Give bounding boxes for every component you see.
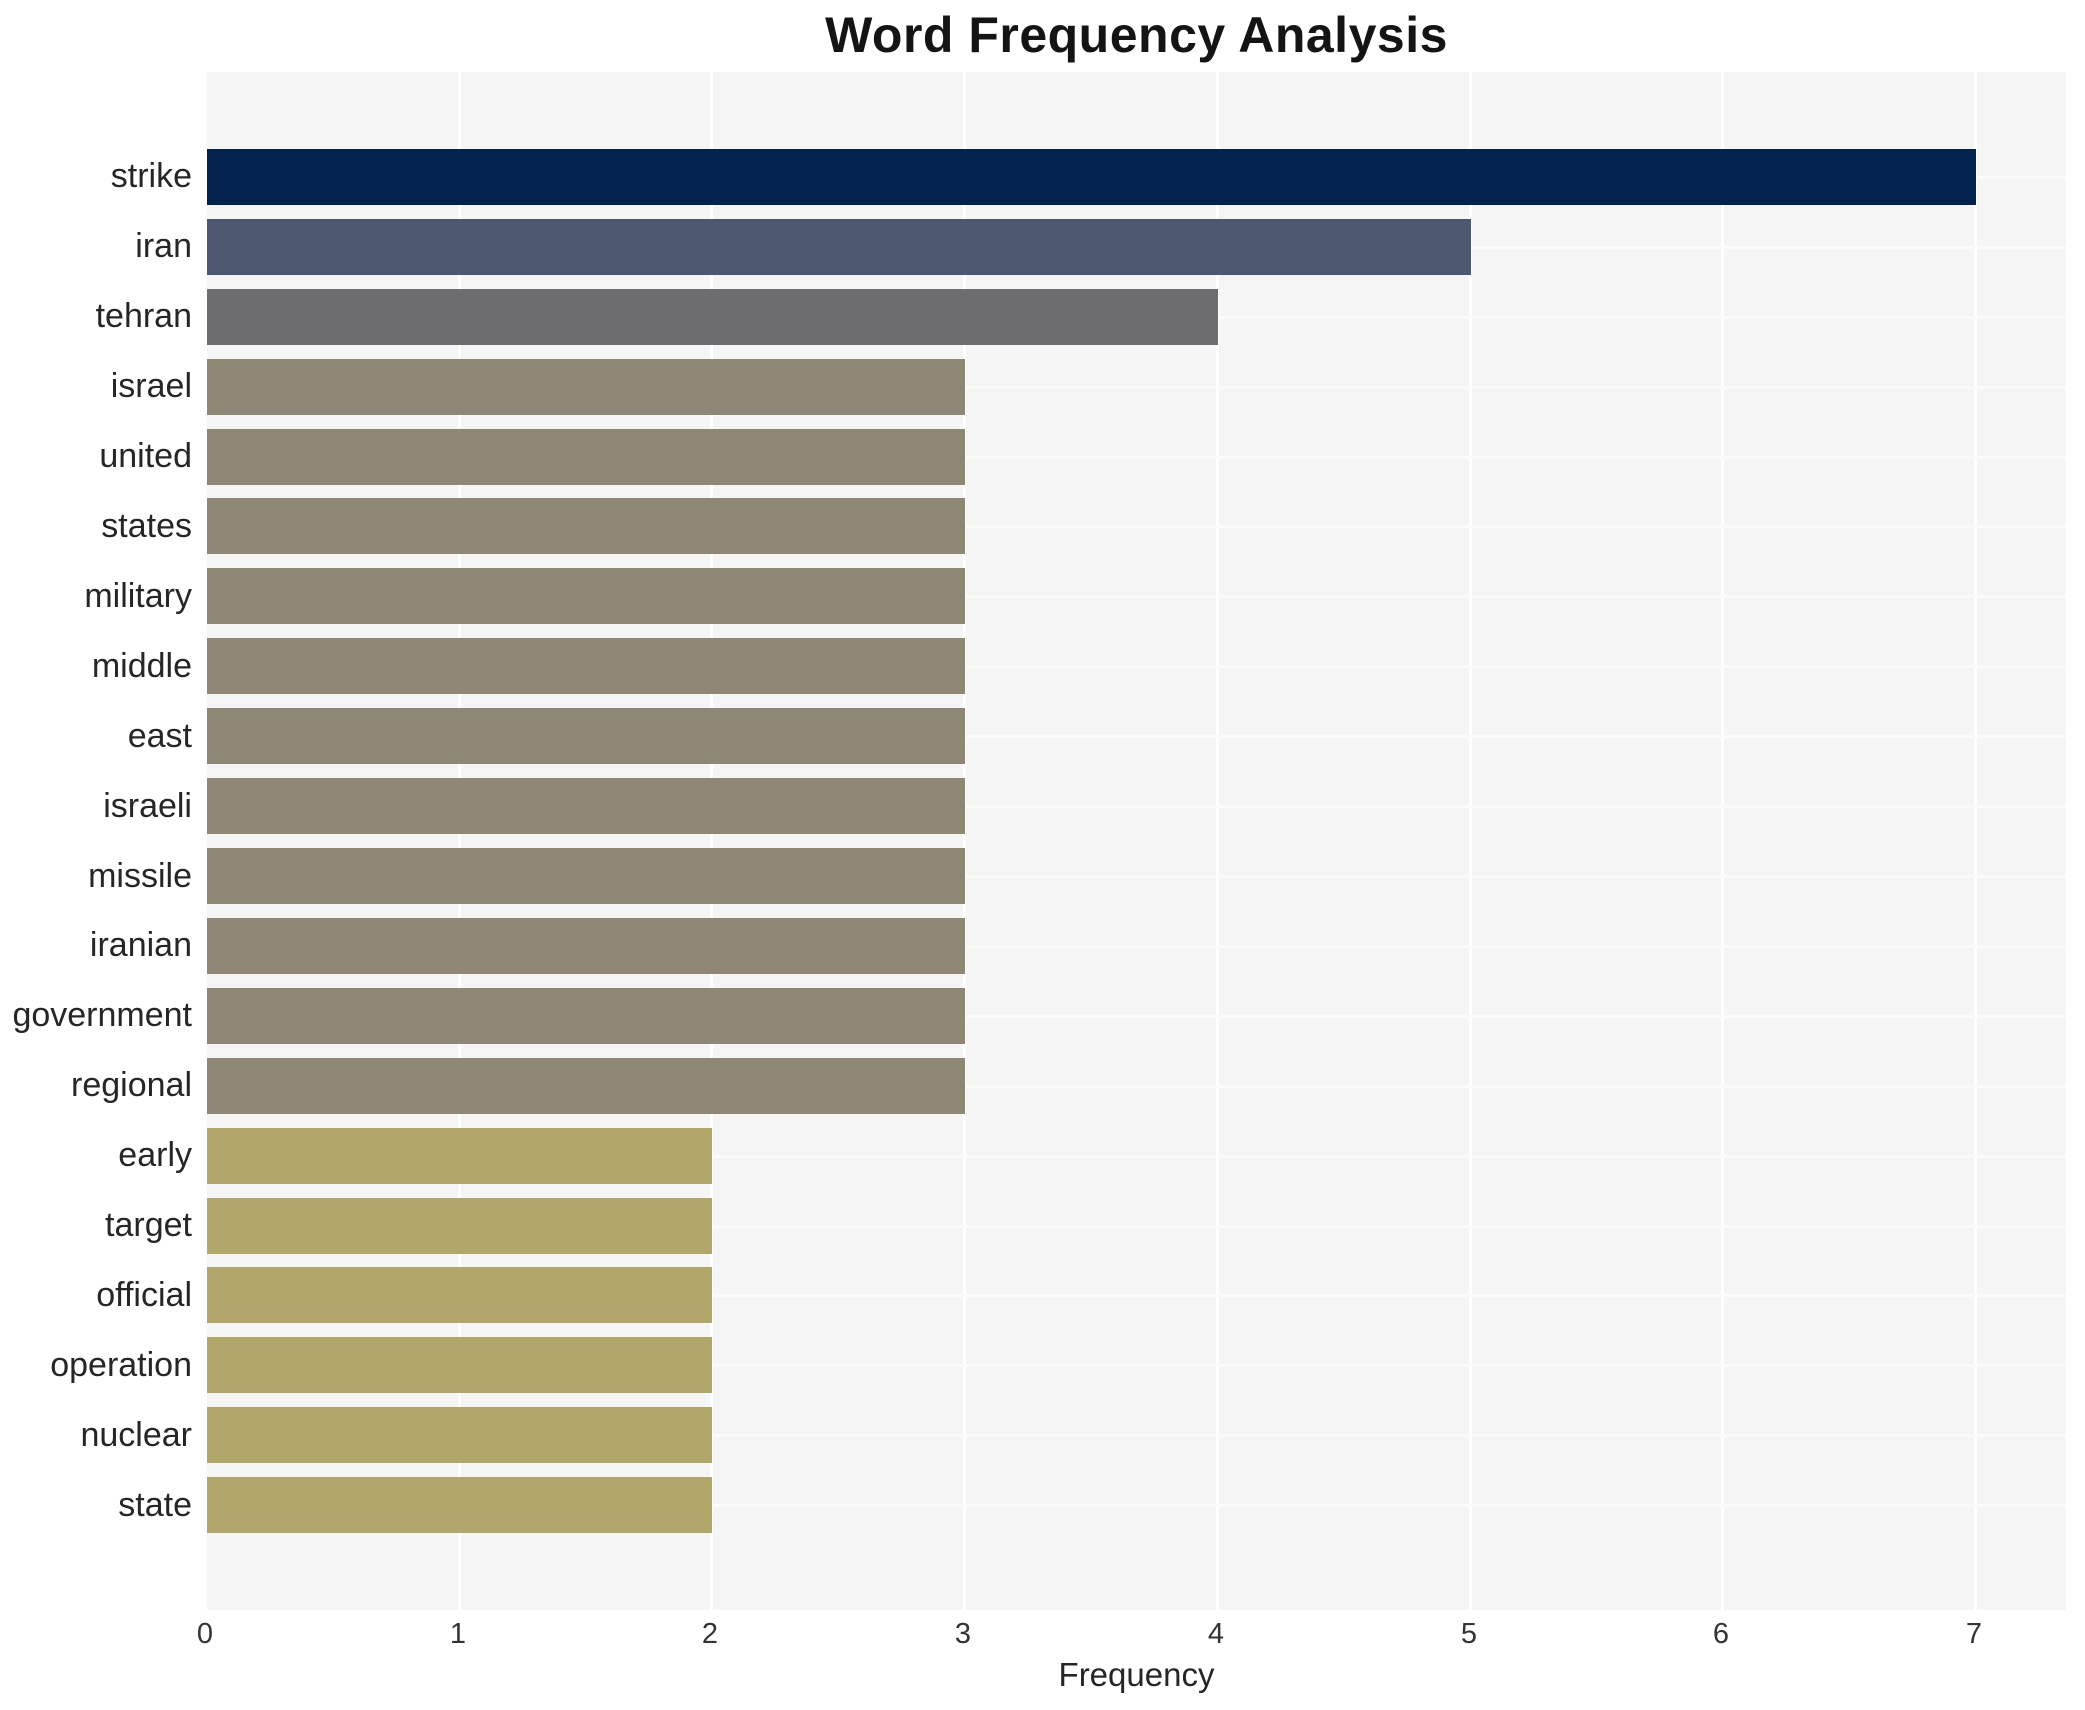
category-label: tehran [95, 297, 192, 336]
gridline-horizontal [207, 1294, 2066, 1298]
chart-row: government [0, 981, 2085, 1051]
gridline-horizontal [207, 875, 2066, 879]
x-axis-label: Frequency [1058, 1656, 1215, 1693]
x-tick-label: 6 [1712, 1618, 1730, 1650]
gridline-horizontal [207, 1014, 2066, 1018]
category-label: government [12, 996, 192, 1035]
bar-states [207, 498, 965, 555]
gridline-horizontal [207, 595, 2066, 599]
x-tick-label: 3 [954, 1618, 972, 1650]
category-label: operation [50, 1345, 192, 1384]
gridline-horizontal [207, 1504, 2066, 1508]
chart-title: Word Frequency Analysis [825, 7, 1448, 63]
bar-israel [207, 358, 965, 415]
chart-row: nuclear [0, 1400, 2085, 1470]
category-label: middle [91, 646, 192, 685]
gridline-horizontal [207, 1224, 2066, 1228]
category-label: missile [88, 856, 192, 895]
x-tick-label: 4 [1207, 1618, 1225, 1650]
bar-operation [207, 1337, 712, 1394]
bar-early [207, 1127, 712, 1184]
gridline-vertical [1974, 72, 1977, 1610]
gridline-vertical [1721, 72, 1724, 1610]
gridline-horizontal [207, 805, 2066, 809]
category-label: iran [135, 227, 192, 266]
chart-row: target [0, 1191, 2085, 1261]
chart-row: early [0, 1121, 2085, 1191]
category-label: target [105, 1206, 192, 1245]
x-tick-label: 0 [196, 1618, 214, 1650]
bar-iranian [207, 917, 965, 974]
bar-strike [207, 148, 1976, 205]
chart-row: regional [0, 1051, 2085, 1121]
bar-east [207, 708, 965, 765]
gridline-vertical [458, 72, 461, 1610]
category-label: nuclear [80, 1415, 192, 1454]
category-label: strike [110, 157, 192, 196]
gridline-horizontal [207, 735, 2066, 739]
bar-united [207, 428, 965, 485]
chart-row: missile [0, 841, 2085, 911]
bar-middle [207, 638, 965, 695]
bar-nuclear [207, 1407, 712, 1464]
chart-row: military [0, 561, 2085, 631]
category-label: state [118, 1485, 192, 1524]
chart-row: israel [0, 352, 2085, 422]
bar-official [207, 1267, 712, 1324]
gridline-horizontal [207, 1434, 2066, 1438]
x-tick-label: 5 [1460, 1618, 1478, 1650]
gridline-horizontal [207, 385, 2066, 389]
x-tick-label: 7 [1965, 1618, 1983, 1650]
gridline-horizontal [207, 944, 2066, 948]
bar-rows: strike iran tehran israel united states milita… [0, 72, 2085, 1610]
chart-row: middle [0, 631, 2085, 701]
gridline-horizontal [207, 455, 2066, 459]
category-label: official [96, 1275, 192, 1314]
bar-iran [207, 218, 1471, 275]
category-label: israel [110, 367, 192, 406]
category-label: states [101, 506, 192, 545]
gridline-horizontal [207, 525, 2066, 529]
x-axis: 0 1 2 3 4 5 6 7 [197, 1618, 2066, 1658]
chart-row: iran [0, 212, 2085, 282]
bar-target [207, 1197, 712, 1254]
category-label: military [84, 576, 192, 615]
gridline-horizontal [207, 1364, 2066, 1368]
chart-row: operation [0, 1330, 2085, 1400]
chart-row: united [0, 422, 2085, 492]
category-label: east [127, 716, 192, 755]
bar-government [207, 987, 965, 1044]
bar-state [207, 1477, 712, 1534]
chart-row: official [0, 1261, 2085, 1331]
gridline-horizontal [207, 1084, 2066, 1088]
chart-row: tehran [0, 282, 2085, 352]
category-label: israeli [103, 786, 192, 825]
category-label: early [118, 1136, 192, 1175]
bar-military [207, 568, 965, 625]
bar-missile [207, 848, 965, 905]
chart-row: strike [0, 142, 2085, 212]
gridline-vertical [1469, 72, 1472, 1610]
gridline-vertical [710, 72, 713, 1610]
x-tick-label: 2 [701, 1618, 719, 1650]
chart-row: east [0, 701, 2085, 771]
gridline-horizontal [207, 665, 2066, 669]
category-label: iranian [89, 926, 192, 965]
bar-israeli [207, 778, 965, 835]
chart-row: state [0, 1470, 2085, 1540]
gridline-vertical [963, 72, 966, 1610]
bar-tehran [207, 288, 1218, 345]
category-label: united [99, 437, 192, 476]
chart-plot-area: strike iran tehran israel united states milita… [0, 72, 2085, 1610]
gridline-vertical [1216, 72, 1219, 1610]
category-label: regional [71, 1066, 192, 1105]
chart-row: states [0, 492, 2085, 562]
chart-row: israeli [0, 771, 2085, 841]
chart-row: iranian [0, 911, 2085, 981]
bar-regional [207, 1057, 965, 1114]
x-tick-label: 1 [449, 1618, 467, 1650]
gridline-horizontal [207, 1154, 2066, 1158]
